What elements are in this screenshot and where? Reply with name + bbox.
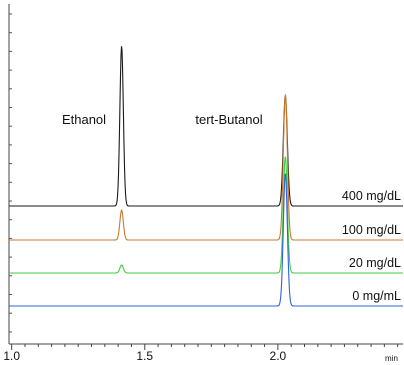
axes	[8, 4, 403, 350]
trace-20-mg-dl	[9, 156, 403, 274]
trace-0-mg-ml	[9, 173, 403, 307]
traces	[9, 46, 403, 307]
trace-400-mg-dl	[9, 46, 403, 207]
peak-label-ethanol: Ethanol	[62, 112, 106, 127]
series-label: 0 mg/mL	[352, 289, 401, 303]
trace-100-mg-dl	[9, 94, 403, 241]
x-axis-label: min	[385, 354, 398, 363]
series-label: 20 mg/dL	[349, 256, 401, 270]
x-tick-label: 1.0	[3, 349, 20, 363]
series-label: 100 mg/dL	[342, 223, 401, 237]
x-tick-label: 1.5	[136, 349, 153, 363]
series-label: 400 mg/dL	[342, 189, 401, 203]
x-tick-label: 2.0	[270, 349, 287, 363]
peak-label-tert-butanol: tert-Butanol	[195, 112, 262, 127]
labels: 1.0 1.5 2.0 min 400 mg/dL 100 mg/dL 20 mg/dL 0 …	[3, 112, 401, 363]
